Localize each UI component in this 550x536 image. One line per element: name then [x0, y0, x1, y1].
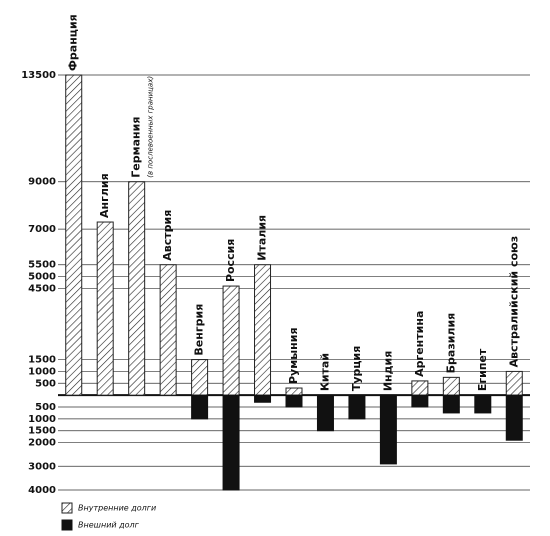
bar: [254, 264, 272, 396]
category-label: Румыния: [287, 327, 300, 384]
bar: [379, 394, 397, 465]
y-tick-label: 1500: [28, 355, 56, 366]
category-label: Индия: [381, 351, 394, 391]
bar: [316, 394, 334, 432]
bar: [505, 394, 523, 441]
bar: [254, 394, 272, 403]
y-tick-label: 5000: [28, 272, 56, 283]
category-label: Италия: [256, 215, 269, 261]
category-label: Австралийский союз: [507, 236, 520, 368]
y-tick-label: 1000: [28, 366, 56, 377]
y-tick-label: 4500: [28, 283, 56, 294]
y-tick-label: 9000: [28, 177, 56, 188]
bar: [505, 370, 523, 396]
bar: [191, 359, 209, 396]
legend-label: Внешний долг: [78, 521, 140, 530]
bar: [222, 394, 240, 491]
y-tick-label: 5500: [28, 260, 56, 271]
bar: [191, 394, 209, 420]
y-tick-label: 1500: [28, 426, 56, 437]
legend-swatch: [61, 519, 73, 531]
bar: [128, 181, 146, 396]
bar: [442, 394, 460, 414]
bar: [411, 380, 429, 396]
bar: [65, 74, 83, 396]
bar: [474, 394, 492, 414]
bar: [285, 394, 303, 408]
category-label: Бразилия: [444, 313, 457, 374]
category-label: Аргентина: [413, 311, 426, 377]
category-label: Франция: [67, 14, 80, 71]
y-tick-label: 500: [35, 402, 56, 413]
bar: [96, 221, 114, 396]
y-tick-label: 2000: [28, 438, 56, 449]
bar: [348, 394, 366, 420]
y-tick-label: 4000: [28, 485, 56, 496]
category-label: Венгрия: [193, 304, 206, 356]
bar: [411, 394, 429, 408]
y-tick-label: 3000: [28, 461, 56, 472]
bar: [285, 387, 303, 396]
y-tick-label: 13500: [21, 70, 56, 81]
bar: [159, 264, 177, 396]
y-tick-label: 1000: [28, 414, 56, 425]
legend-label: Внутренние долги: [78, 504, 156, 513]
category-label: Австрия: [161, 210, 174, 261]
category-label: Англия: [98, 173, 111, 218]
legend-swatch: [61, 502, 73, 514]
category-label: Китай: [318, 353, 331, 391]
category-label: Турция: [350, 346, 363, 391]
bar: [222, 285, 240, 396]
category-label: Россия: [224, 239, 237, 282]
category-label: Германия: [130, 117, 143, 178]
category-note: (в послевоенных границах): [147, 76, 155, 178]
y-tick-label: 7000: [28, 224, 56, 235]
category-label: Египет: [476, 348, 489, 391]
y-tick-label: 500: [35, 378, 56, 389]
bar: [442, 376, 460, 396]
